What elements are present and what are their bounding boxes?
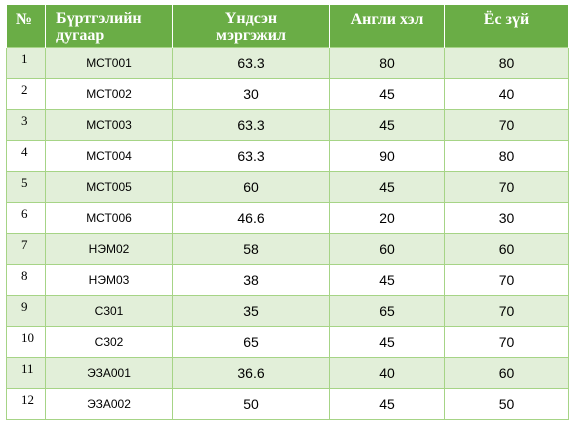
cell-english-score: 20 xyxy=(329,201,445,234)
cell-english-score: 45 xyxy=(329,108,445,141)
cell-english-score: 45 xyxy=(329,77,445,110)
cell-registration-id: ЭЗА001 xyxy=(45,356,173,389)
cell-registration-id: С302 xyxy=(45,325,173,358)
table-row: 9 С301 35 65 70 xyxy=(6,294,569,327)
header-ethics-label: Ёс зүй xyxy=(483,11,530,28)
cell-registration-id: МСТ003 xyxy=(45,108,173,141)
header-registration-line2: дугаар xyxy=(56,27,105,44)
cell-main-score: 65 xyxy=(172,325,330,358)
header-main-line2: мэргэжил xyxy=(216,27,286,44)
cell-english-score: 45 xyxy=(329,170,445,203)
cell-registration-id: МСТ002 xyxy=(45,77,173,110)
cell-ethics-score: 70 xyxy=(444,108,569,141)
cell-main-score: 35 xyxy=(172,294,330,327)
cell-registration-id: МСТ001 xyxy=(45,46,173,79)
cell-main-score: 60 xyxy=(172,170,330,203)
table-row: 2 МСТ002 30 45 40 xyxy=(6,77,569,110)
cell-registration-id: МСТ004 xyxy=(45,139,173,172)
header-main-line1: Үндсэн xyxy=(224,10,278,27)
cell-number: 1 xyxy=(6,46,46,79)
cell-ethics-score: 60 xyxy=(444,356,569,389)
header-ethics: Ёс зүй xyxy=(444,5,569,47)
table-row: 7 НЭМ02 58 60 60 xyxy=(6,232,569,265)
cell-english-score: 45 xyxy=(329,387,445,420)
cell-ethics-score: 40 xyxy=(444,77,569,110)
cell-main-score: 63.3 xyxy=(172,108,330,141)
cell-english-score: 80 xyxy=(329,46,445,79)
cell-main-score: 36.6 xyxy=(172,356,330,389)
cell-main-score: 63.3 xyxy=(172,46,330,79)
cell-ethics-score: 70 xyxy=(444,294,569,327)
cell-ethics-score: 70 xyxy=(444,263,569,296)
cell-ethics-score: 70 xyxy=(444,170,569,203)
cell-registration-id: МСТ006 xyxy=(45,201,173,234)
cell-ethics-score: 80 xyxy=(444,46,569,79)
cell-number: 12 xyxy=(6,387,46,420)
header-number-label: № xyxy=(16,11,33,28)
cell-english-score: 45 xyxy=(329,325,445,358)
cell-registration-id: НЭМ03 xyxy=(45,263,173,296)
table-row: 3 МСТ003 63.3 45 70 xyxy=(6,108,569,141)
cell-number: 9 xyxy=(6,294,46,327)
cell-main-score: 38 xyxy=(172,263,330,296)
grades-table: № Бүртгэлийн дугаар Үндсэн мэргэжил Англи … xyxy=(6,5,569,420)
cell-number: 10 xyxy=(6,325,46,358)
header-number: № xyxy=(6,5,46,47)
table-row: 5 МСТ005 60 45 70 xyxy=(6,170,569,203)
cell-english-score: 45 xyxy=(329,263,445,296)
cell-english-score: 65 xyxy=(329,294,445,327)
table-row: 4 МСТ004 63.3 90 80 xyxy=(6,139,569,172)
table-row: 8 НЭМ03 38 45 70 xyxy=(6,263,569,296)
table-row: 6 МСТ006 46.6 20 30 xyxy=(6,201,569,234)
table-row: 1 МСТ001 63.3 80 80 xyxy=(6,46,569,79)
cell-english-score: 40 xyxy=(329,356,445,389)
cell-main-score: 50 xyxy=(172,387,330,420)
cell-ethics-score: 70 xyxy=(444,325,569,358)
header-row: № Бүртгэлийн дугаар Үндсэн мэргэжил Англи … xyxy=(6,5,569,47)
cell-main-score: 58 xyxy=(172,232,330,265)
cell-number: 2 xyxy=(6,77,46,110)
cell-main-score: 46.6 xyxy=(172,201,330,234)
cell-english-score: 60 xyxy=(329,232,445,265)
cell-number: 5 xyxy=(6,170,46,203)
cell-number: 3 xyxy=(6,108,46,141)
cell-registration-id: ЭЗА002 xyxy=(45,387,173,420)
header-english-label: Англи хэл xyxy=(350,11,424,28)
cell-english-score: 90 xyxy=(329,139,445,172)
cell-main-score: 30 xyxy=(172,77,330,110)
header-english: Англи хэл xyxy=(329,5,445,47)
cell-registration-id: С301 xyxy=(45,294,173,327)
cell-ethics-score: 80 xyxy=(444,139,569,172)
header-registration-line1: Бүртгэлийн xyxy=(56,10,142,27)
cell-registration-id: НЭМ02 xyxy=(45,232,173,265)
cell-number: 8 xyxy=(6,263,46,296)
header-registration-number: Бүртгэлийн дугаар xyxy=(45,5,173,47)
cell-ethics-score: 50 xyxy=(444,387,569,420)
cell-number: 11 xyxy=(6,356,46,389)
table-row: 12 ЭЗА002 50 45 50 xyxy=(6,387,569,420)
cell-ethics-score: 30 xyxy=(444,201,569,234)
cell-number: 4 xyxy=(6,139,46,172)
header-main-profession: Үндсэн мэргэжил xyxy=(172,5,330,47)
cell-number: 6 xyxy=(6,201,46,234)
table-row: 11 ЭЗА001 36.6 40 60 xyxy=(6,356,569,389)
table-row: 10 С302 65 45 70 xyxy=(6,325,569,358)
cell-main-score: 63.3 xyxy=(172,139,330,172)
cell-number: 7 xyxy=(6,232,46,265)
cell-ethics-score: 60 xyxy=(444,232,569,265)
cell-registration-id: МСТ005 xyxy=(45,170,173,203)
